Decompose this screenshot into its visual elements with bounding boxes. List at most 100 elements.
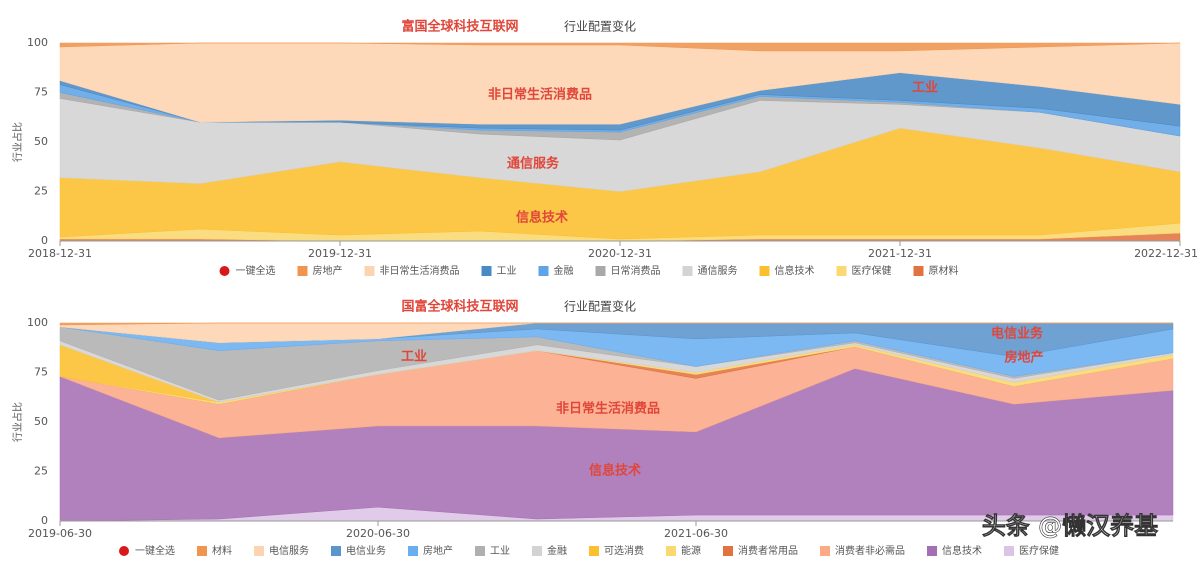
legend-item[interactable]: 金融 [532,544,567,557]
y-axis-label: 行业占比 [11,402,24,442]
legend-marker [119,546,129,556]
legend-item[interactable]: 材料 [197,544,232,557]
y-tick-label: 25 [34,185,48,198]
legend-item[interactable]: 金融 [538,264,574,277]
legend-label: 消费者非必需品 [835,544,905,557]
legend-item[interactable]: 电信服务 [254,544,309,557]
legend-item[interactable]: 通信服务 [682,264,738,277]
y-tick-label: 100 [27,36,48,49]
annotation: 信息技术 [516,210,568,226]
annotation: 房地产 [1004,350,1043,366]
y-tick-label: 0 [41,514,48,527]
area [59,42,1181,52]
annotation: 通信服务 [507,156,560,172]
legend-item[interactable]: 工业 [475,545,510,557]
chart-subtitle: 行业配置变化 [564,299,636,314]
legend-label: 能源 [681,544,701,557]
legend-label: 金融 [554,264,574,277]
legend-label: 医疗保健 [1019,544,1059,557]
legend-item[interactable]: 工业 [481,265,517,277]
x-tick-label: 2021-06-30 [664,527,728,540]
legend-item[interactable]: 电信业务 [331,544,386,557]
legend-label: 医疗保健 [852,264,892,277]
legend-swatch [666,546,676,556]
legend-label: 消费者常用品 [738,544,798,557]
chart-title: 富国全球科技互联网 [401,19,518,35]
legend-item[interactable]: 消费者常用品 [723,544,798,557]
legend-label: 信息技术 [942,544,982,557]
annotation: 工业 [401,349,427,365]
legend-item[interactable]: 信息技术 [759,264,815,277]
legend-swatch [589,546,599,556]
legend-item[interactable]: 医疗保健 [836,264,892,277]
annotation: 非日常生活消费品 [488,87,592,103]
legend-item[interactable]: 原材料 [913,264,959,277]
y-tick-label: 25 [34,465,48,478]
legend: 一键全选 房地产 非日常生活消费品 工业 金融 日常消费品 通信服务 信息技术 医疗保健 原材料 [219,264,959,277]
legend-swatch [364,266,375,276]
legend-label: 原材料 [929,264,959,277]
legend-label: 房地产 [423,544,453,557]
legend-label: 电信服务 [269,544,309,557]
x-tick-label: 2020-12-31 [588,247,652,260]
annotation: 信息技术 [589,463,641,479]
legend-item[interactable]: 房地产 [297,264,343,277]
legend-swatch [682,266,693,276]
legend-label: 电信业务 [346,544,386,557]
y-tick-label: 75 [34,86,48,99]
legend-swatch [408,546,418,556]
legend-item[interactable]: 消费者非必需品 [820,544,905,557]
legend-swatch [197,546,207,556]
legend-item[interactable]: 日常消费品 [595,264,661,277]
legend-label: 可选消费 [604,544,644,557]
x-tick-label: 2019-06-30 [28,527,92,540]
legend-item[interactable]: 非日常生活消费品 [364,264,460,277]
legend-swatch [475,546,485,556]
y-tick-label: 0 [41,234,48,247]
legend-item[interactable]: 能源 [666,544,701,557]
legend-swatch [927,546,937,556]
legend-swatch [532,546,542,556]
legend-label: 材料 [212,544,232,557]
legend-label: 房地产 [313,264,343,277]
x-tick-label: 2021-12-31 [868,247,932,260]
legend: 一键全选 材料 电信服务 电信业务 房地产 工业 金融 可选消费 能源 消费者常用品 消费者非必需品… [119,544,1059,557]
legend-item[interactable]: 一键全选 [119,544,175,557]
legend-marker [219,266,230,276]
legend-label: 通信服务 [698,264,738,277]
legend-swatch [820,546,830,556]
y-axis-label: 行业占比 [11,122,24,162]
legend-label: 工业 [490,545,510,557]
annotation: 非日常生活消费品 [556,401,660,417]
legend-swatch [759,266,770,276]
chart-title: 国富全球科技互联网 [401,299,518,315]
legend-item[interactable]: 信息技术 [927,544,982,557]
legend-item[interactable]: 可选消费 [589,544,644,557]
legend-swatch [836,266,847,276]
watermark: 头条 @懒汉养基 [982,512,1159,540]
legend-label: 信息技术 [775,264,815,277]
legend-label: 非日常生活消费品 [380,264,460,277]
legend-item[interactable]: 一键全选 [219,264,276,277]
legend-item[interactable]: 医疗保健 [1004,544,1059,557]
legend-swatch [595,266,606,276]
y-tick-label: 100 [27,316,48,329]
legend-swatch [481,266,492,276]
legend-swatch [538,266,549,276]
y-tick-label: 75 [34,366,48,379]
legend-swatch [331,546,341,556]
legend-swatch [913,266,924,276]
legend-swatch [254,546,264,556]
legend-item[interactable]: 房地产 [408,544,453,557]
legend-label: 一键全选 [135,544,175,557]
annotation: 工业 [912,80,938,96]
x-tick-label: 2022-12-31 [1134,247,1198,260]
legend-label: 一键全选 [236,264,276,277]
y-tick-label: 50 [34,415,48,428]
legend-label: 日常消费品 [611,264,661,277]
annotation: 电信业务 [991,326,1044,342]
legend-swatch [723,546,733,556]
y-tick-label: 50 [34,135,48,148]
x-tick-label: 2020-06-30 [346,527,410,540]
